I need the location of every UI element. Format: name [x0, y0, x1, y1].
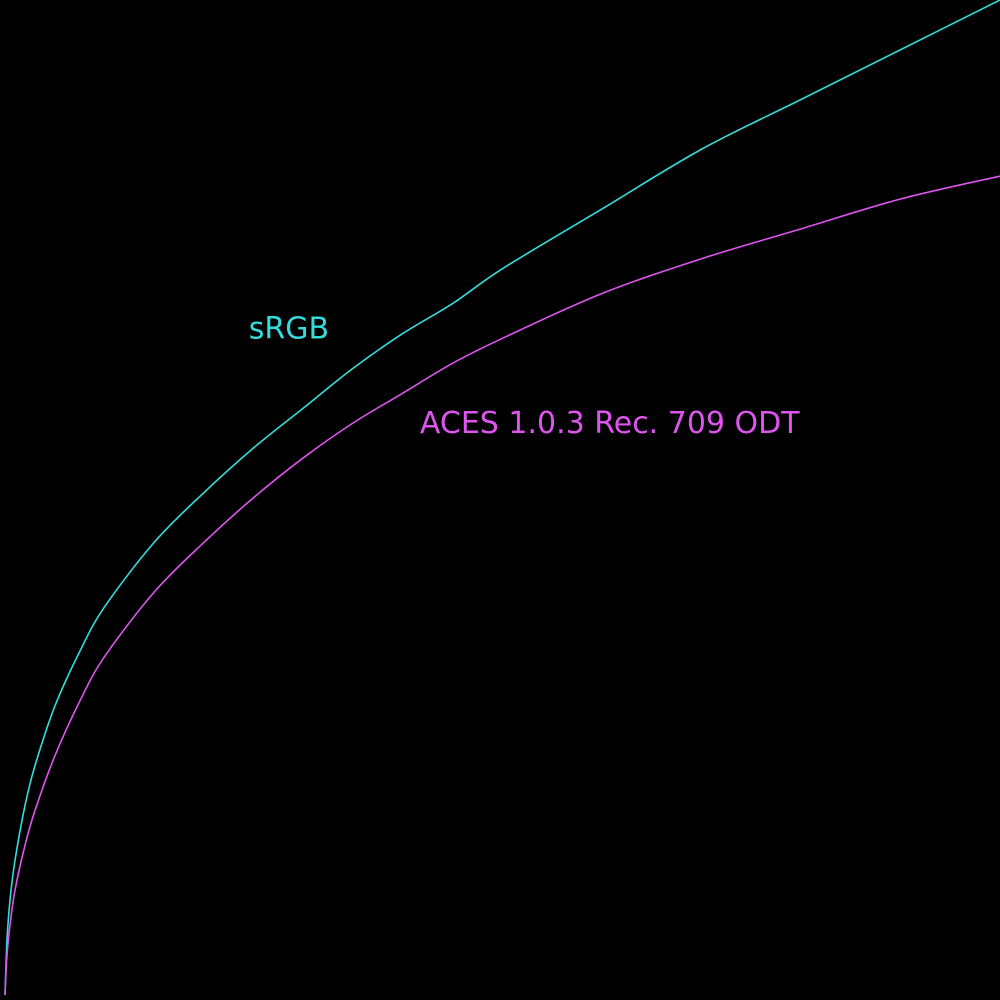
label-layer: sRGB ACES 1.0.3 Rec. 709 ODT	[249, 311, 800, 441]
series-line-0	[4, 0, 1000, 996]
series-line-1	[4, 175, 1000, 996]
series-label-srgb: sRGB	[249, 311, 329, 346]
series-layer	[4, 0, 1000, 996]
series-label-aces: ACES 1.0.3 Rec. 709 ODT	[420, 406, 800, 441]
